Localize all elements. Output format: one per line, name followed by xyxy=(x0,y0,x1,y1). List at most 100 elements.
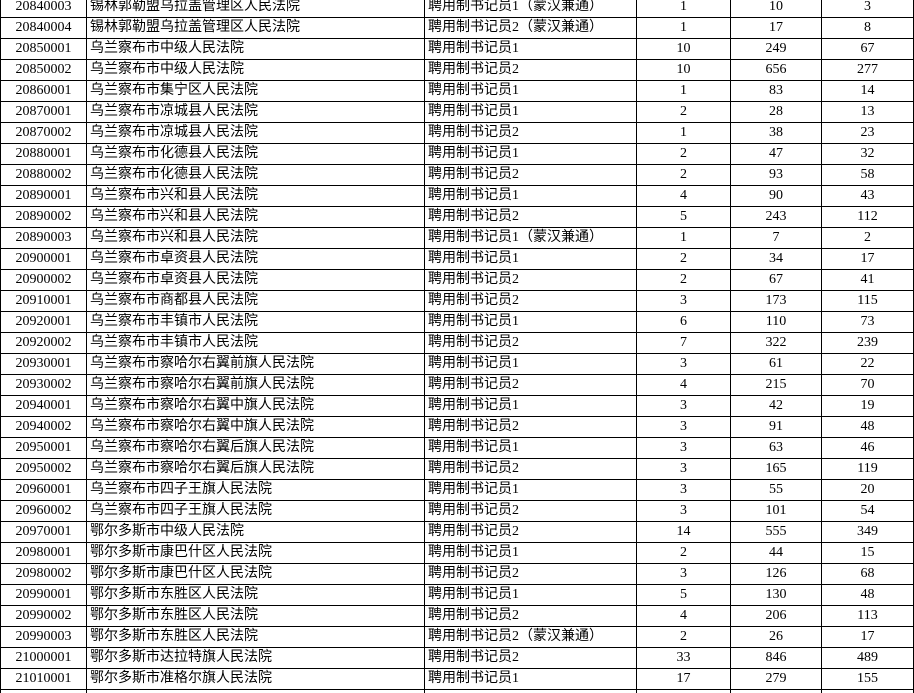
table-cell: 聘用制书记员1 xyxy=(424,542,637,564)
table-cell: 17 xyxy=(730,17,822,39)
table-row: 20970001 鄂尔多斯市中级人民法院 聘用制书记员2 14 555 349 xyxy=(0,521,914,543)
table-cell: 2 xyxy=(636,101,731,123)
table-cell: 119 xyxy=(821,458,914,480)
table-cell: 32 xyxy=(821,143,914,165)
table-cell: 42 xyxy=(730,395,822,417)
table-cell: 14 xyxy=(636,521,731,543)
table-row: 20980002 鄂尔多斯市康巴什区人民法院 聘用制书记员2 3 126 68 xyxy=(0,563,914,585)
table-row: 20950002 乌兰察布市察哈尔右翼后旗人民法院 聘用制书记员2 3 165 119 xyxy=(0,458,914,480)
table-cell: 乌兰察布市卓资县人民法院 xyxy=(86,248,425,270)
table-cell: 70 xyxy=(821,374,914,396)
table-row: 20980001 鄂尔多斯市康巴什区人民法院 聘用制书记员1 2 44 15 xyxy=(0,542,914,564)
table-cell: 聘用制书记员2 xyxy=(424,500,637,522)
table-cell: 乌兰察布市卓资县人民法院 xyxy=(86,269,425,291)
table-cell: 聘用制书记员2 xyxy=(424,269,637,291)
table-cell: 乌兰察布市察哈尔右翼中旗人民法院 xyxy=(86,395,425,417)
table-cell: 155 xyxy=(821,668,914,690)
table-cell: 乌兰察布市察哈尔右翼后旗人民法院 xyxy=(86,437,425,459)
table-cell: 20930002 xyxy=(0,374,87,396)
table-row: 20900001 乌兰察布市卓资县人民法院 聘用制书记员1 2 34 17 xyxy=(0,248,914,270)
table-cell: 115 xyxy=(821,290,914,312)
table-cell: 846 xyxy=(730,647,822,669)
table-row: 20850002 乌兰察布市中级人民法院 聘用制书记员2 10 656 277 xyxy=(0,59,914,81)
table-cell: 2 xyxy=(636,164,731,186)
table-cell: 8 xyxy=(821,17,914,39)
table-cell: 130 xyxy=(730,584,822,606)
table-row: 20930001 乌兰察布市察哈尔右翼前旗人民法院 聘用制书记员1 3 61 22 xyxy=(0,353,914,375)
table-cell: 2 xyxy=(636,248,731,270)
table-cell: 20960001 xyxy=(0,479,87,501)
table-cell: 13 xyxy=(821,101,914,123)
table-cell: 7 xyxy=(730,227,822,249)
table-cell: 279 xyxy=(730,668,822,690)
table-cell: 126 xyxy=(730,563,822,585)
table-cell: 48 xyxy=(821,416,914,438)
table-cell: 43 xyxy=(821,185,914,207)
table-cell: 2 xyxy=(821,227,914,249)
table-cell: 聘用制书记员1 xyxy=(424,38,637,60)
table-row: 20850001 乌兰察布市中级人民法院 聘用制书记员1 10 249 67 xyxy=(0,38,914,60)
table-cell: 3 xyxy=(636,479,731,501)
table-cell: 55 xyxy=(730,479,822,501)
table-row: 20960002 乌兰察布市四子王旗人民法院 聘用制书记员2 3 101 54 xyxy=(0,500,914,522)
table-cell: 乌兰察布市察哈尔右翼后旗人民法院 xyxy=(86,458,425,480)
table-cell: 68 xyxy=(821,563,914,585)
table-cell: 聘用制书记员1 xyxy=(424,479,637,501)
table-cell: 乌兰察布市察哈尔右翼前旗人民法院 xyxy=(86,374,425,396)
table-cell: 乌兰察布市商都县人民法院 xyxy=(86,290,425,312)
table-row: 20990001 鄂尔多斯市东胜区人民法院 聘用制书记员1 5 130 48 xyxy=(0,584,914,606)
table-cell: 20980001 xyxy=(0,542,87,564)
table-cell: 聘用制书记员2（蒙汉兼通） xyxy=(424,626,637,648)
table-cell: 20980002 xyxy=(0,563,87,585)
table-cell: 聘用制书记员1 xyxy=(424,437,637,459)
table-cell: 乌兰察布市化德县人民法院 xyxy=(86,143,425,165)
table-cell: 17 xyxy=(821,626,914,648)
table-cell: 锡林郭勒盟乌拉盖管理区人民法院 xyxy=(86,17,425,39)
table-cell: 41 xyxy=(821,269,914,291)
table-cell: 鄂尔多斯市中级人民法院 xyxy=(86,521,425,543)
table-cell: 鄂尔多斯市达拉特旗人民法院 xyxy=(86,647,425,669)
table-cell: 489 xyxy=(821,647,914,669)
table-row: 20910001 乌兰察布市商都县人民法院 聘用制书记员2 3 173 115 xyxy=(0,290,914,312)
table-cell: 乌兰察布市察哈尔右翼中旗人民法院 xyxy=(86,416,425,438)
table-cell: 20920002 xyxy=(0,332,87,354)
table-cell: 20840004 xyxy=(0,17,87,39)
table-cell: 乌兰察布市兴和县人民法院 xyxy=(86,185,425,207)
table-row: 20880001 乌兰察布市化德县人民法院 聘用制书记员1 2 47 32 xyxy=(0,143,914,165)
table-cell: 4 xyxy=(636,605,731,627)
table-cell: 聘用制书记员2 xyxy=(424,458,637,480)
table-cell: 23 xyxy=(821,122,914,144)
table-cell: 鄂尔多斯市康巴什区人民法院 xyxy=(86,542,425,564)
table-cell: 20990001 xyxy=(0,584,87,606)
table-cell: 90 xyxy=(730,185,822,207)
table-cell: 2 xyxy=(636,143,731,165)
table-cell: 20880001 xyxy=(0,143,87,165)
table-row: 20930002 乌兰察布市察哈尔右翼前旗人民法院 聘用制书记员2 4 215 70 xyxy=(0,374,914,396)
table-cell: 21000001 xyxy=(0,647,87,669)
table-cell: 322 xyxy=(730,332,822,354)
table-cell: 鄂尔多斯市准格尔旗人民法院 xyxy=(86,668,425,690)
table-cell: 17 xyxy=(821,248,914,270)
table-cell: 鄂尔多斯市东胜区人民法院 xyxy=(86,605,425,627)
table-cell: 20900002 xyxy=(0,269,87,291)
table-cell: 聘用制书记员1 xyxy=(424,80,637,102)
table-cell-empty xyxy=(86,689,425,693)
table-cell: 10 xyxy=(636,38,731,60)
table-cell: 3 xyxy=(636,500,731,522)
table-cell: 54 xyxy=(821,500,914,522)
table-cell: 鄂尔多斯市康巴什区人民法院 xyxy=(86,563,425,585)
table-row: 20920001 乌兰察布市丰镇市人民法院 聘用制书记员1 6 110 73 xyxy=(0,311,914,333)
table-cell: 20840003 xyxy=(0,0,87,18)
table-cell: 44 xyxy=(730,542,822,564)
table-cell: 乌兰察布市中级人民法院 xyxy=(86,59,425,81)
table-cell: 聘用制书记员1 xyxy=(424,584,637,606)
table-cell: 91 xyxy=(730,416,822,438)
table-cell: 38 xyxy=(730,122,822,144)
table-cell: 349 xyxy=(821,521,914,543)
table-cell: 20870001 xyxy=(0,101,87,123)
table-cell: 17 xyxy=(636,668,731,690)
table-cell: 83 xyxy=(730,80,822,102)
table-cell: 10 xyxy=(730,0,822,18)
table-cell: 112 xyxy=(821,206,914,228)
table-cell: 乌兰察布市凉城县人民法院 xyxy=(86,101,425,123)
